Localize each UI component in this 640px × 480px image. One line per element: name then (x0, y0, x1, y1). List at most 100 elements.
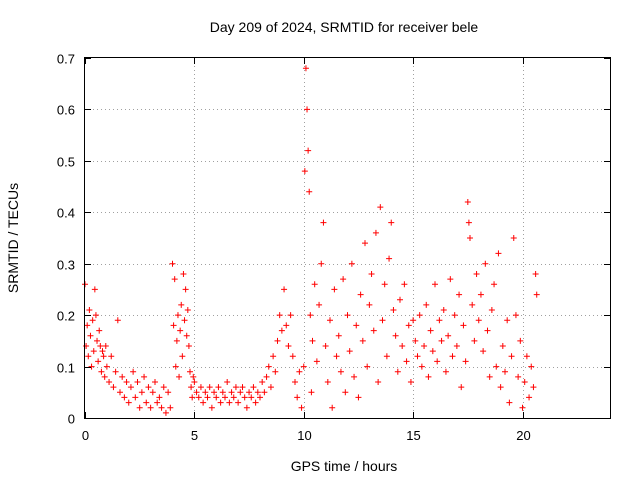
data-point (526, 394, 533, 401)
data-point (98, 368, 105, 375)
y-tick-label: 0.2 (57, 309, 75, 324)
data-point (344, 312, 351, 319)
data-point (117, 389, 123, 396)
data-point (162, 409, 169, 416)
data-point (320, 219, 327, 226)
data-point (508, 353, 515, 360)
data-point (342, 389, 349, 396)
data-point (530, 384, 537, 391)
axis-ticks (85, 58, 610, 419)
data-point (232, 384, 239, 391)
data-point (495, 250, 502, 257)
y-tick-label: 0.7 (57, 52, 75, 67)
data-point (510, 235, 517, 241)
data-point (170, 322, 177, 329)
data-point (480, 348, 487, 355)
y-axis-label: SRMTID / TECUs (5, 183, 21, 293)
data-point (340, 276, 347, 283)
data-point (181, 317, 188, 324)
chart-title: Day 209 of 2024, SRMTID for receiver bel… (210, 19, 479, 35)
data-point (353, 322, 360, 329)
data-point (377, 204, 384, 211)
data-point (228, 389, 235, 396)
data-point (399, 343, 406, 349)
data-point (88, 363, 95, 370)
data-point (388, 219, 395, 226)
data-point (243, 404, 250, 411)
data-point (173, 337, 180, 344)
data-point (191, 379, 198, 385)
data-point (246, 389, 253, 396)
data-point (460, 322, 467, 329)
data-point (362, 240, 368, 247)
x-tick-label: 15 (406, 428, 420, 443)
data-point (112, 368, 119, 375)
data-point (103, 363, 110, 370)
data-point (308, 389, 315, 396)
data-point (169, 260, 176, 267)
data-point (147, 404, 154, 411)
data-point (434, 358, 441, 365)
data-point (95, 358, 102, 365)
y-tick-label: 0.5 (57, 155, 75, 170)
x-tick-label: 0 (82, 428, 89, 443)
data-point (254, 389, 261, 396)
data-point (401, 281, 408, 288)
data-point (453, 343, 460, 349)
data-point (202, 389, 209, 396)
data-point (502, 368, 508, 375)
data-point (197, 384, 204, 391)
data-point (154, 399, 161, 406)
data-point (195, 394, 202, 401)
data-point (123, 379, 130, 385)
data-point (506, 399, 513, 406)
data-point (407, 379, 414, 385)
data-point (160, 384, 167, 391)
x-tick-labels: 0 5 10 15 20 (82, 428, 531, 443)
data-point (215, 384, 222, 391)
data-point (471, 337, 478, 344)
data-point (309, 337, 316, 344)
data-point (176, 373, 183, 380)
data-point (178, 301, 185, 308)
data-point (87, 332, 94, 339)
data-point (346, 348, 353, 355)
data-point (237, 389, 244, 396)
data-point (182, 286, 189, 293)
data-point (94, 337, 101, 344)
data-point (145, 384, 152, 391)
data-point (475, 317, 482, 324)
data-point (337, 368, 344, 375)
data-point (504, 317, 511, 324)
data-point (200, 399, 207, 406)
data-point (89, 317, 96, 324)
data-point (106, 379, 113, 385)
data-point (149, 389, 156, 396)
data-point (267, 384, 274, 391)
data-point (96, 327, 103, 334)
data-point (108, 353, 115, 360)
data-point (270, 353, 277, 360)
data-point (121, 394, 128, 401)
data-point (102, 343, 109, 349)
data-point (333, 353, 340, 360)
data-point (85, 353, 92, 360)
data-point (208, 404, 215, 411)
data-point (348, 260, 355, 267)
data-point (392, 332, 399, 339)
data-point (276, 312, 283, 319)
data-point (462, 358, 469, 365)
data-point (110, 384, 117, 391)
data-point (423, 301, 430, 308)
data-point (298, 404, 305, 411)
data-point (473, 271, 480, 277)
x-tick-label: 5 (191, 428, 198, 443)
data-point (184, 307, 191, 313)
data-point (493, 363, 500, 370)
data-point (174, 312, 181, 319)
data-point (224, 379, 231, 385)
data-point (421, 343, 428, 349)
data-point (364, 363, 371, 370)
data-point (482, 260, 489, 267)
